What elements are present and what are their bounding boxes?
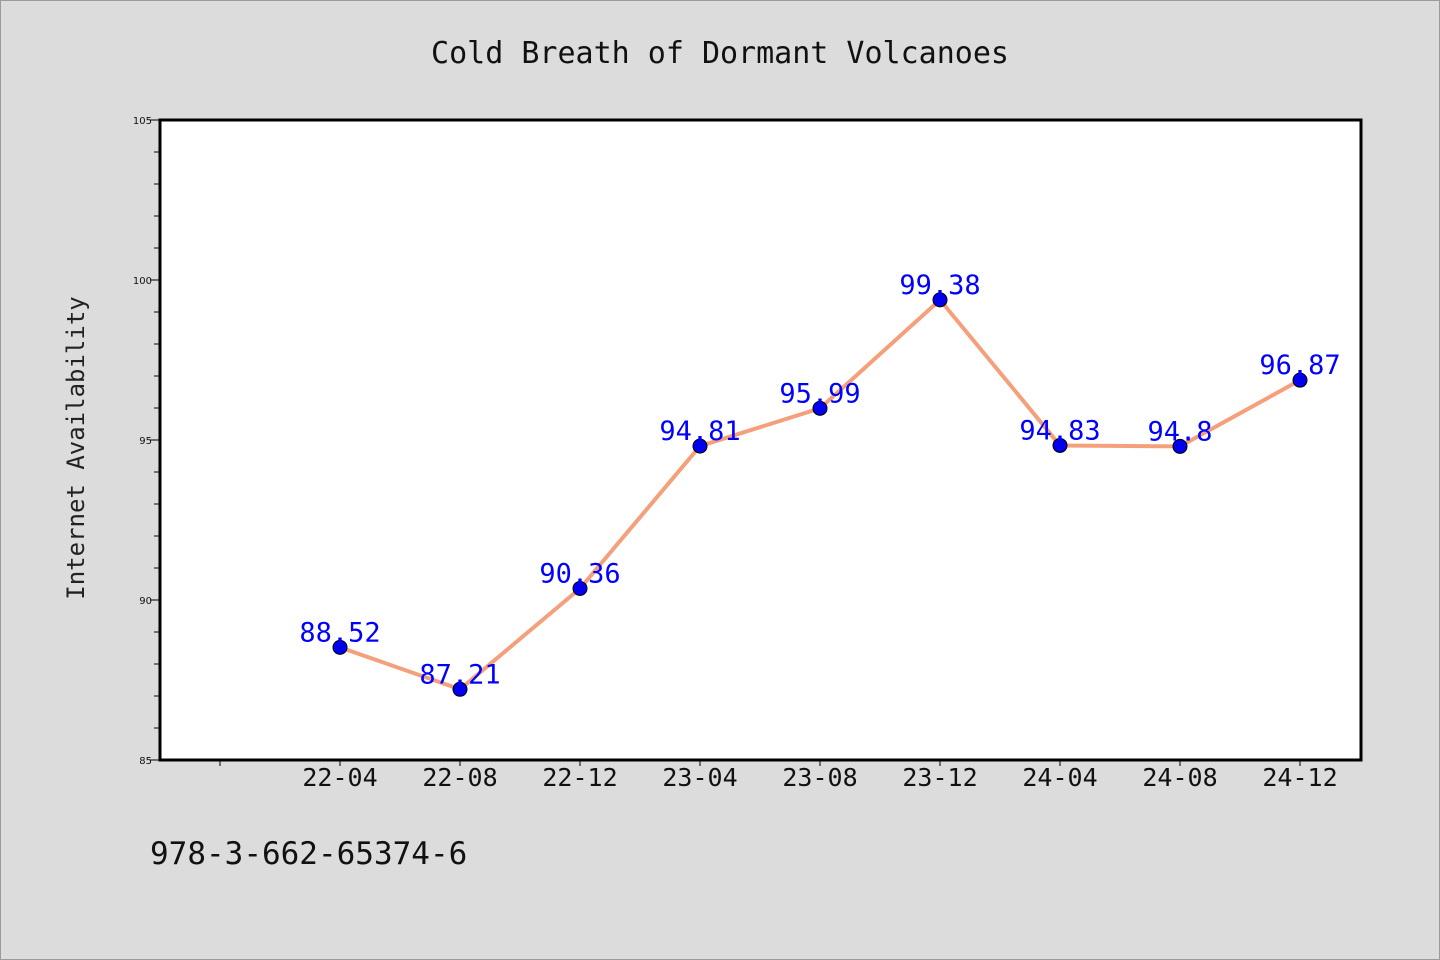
data-label-layer: 88.52 87.21 90.36 94.81 95.99 99.38 94.83 94.8 9… bbox=[299, 270, 1340, 690]
data-point bbox=[1292, 372, 1308, 388]
data-point bbox=[1052, 437, 1068, 453]
data-point bbox=[572, 580, 588, 596]
plot-border bbox=[158, 118, 1363, 762]
data-point bbox=[692, 438, 708, 454]
x-tick-label: 23-04 bbox=[662, 763, 737, 792]
data-point bbox=[932, 292, 948, 308]
data-label: 88.52 bbox=[299, 617, 380, 648]
y-axis-ticks: 85 90 95 100 105 bbox=[133, 116, 160, 767]
x-tick-label: 24-08 bbox=[1142, 763, 1217, 792]
data-label: 90.36 bbox=[539, 558, 620, 589]
data-label: 94.81 bbox=[659, 416, 740, 447]
y-tick-label: 105 bbox=[133, 116, 152, 127]
series-layer bbox=[332, 292, 1308, 697]
data-point bbox=[452, 681, 468, 697]
x-axis-ticks: 22-04 22-08 22-12 23-04 23-08 23-12 24-04 24-08… bbox=[219, 760, 1338, 792]
isbn-footer: 978-3-662-65374-6 bbox=[150, 836, 467, 872]
data-label: 96.87 bbox=[1259, 350, 1340, 381]
y-tick-label: 95 bbox=[139, 436, 152, 447]
data-label: 94.83 bbox=[1019, 415, 1100, 446]
x-tick-label: 22-04 bbox=[302, 763, 377, 792]
data-label: 87.21 bbox=[419, 659, 500, 690]
x-tick-label: 23-08 bbox=[782, 763, 857, 792]
chart-title: Cold Breath of Dormant Volcanoes bbox=[431, 36, 1009, 71]
data-point bbox=[332, 639, 348, 655]
data-point bbox=[812, 400, 828, 416]
x-tick-label: 23-12 bbox=[902, 763, 977, 792]
data-label: 94.8 bbox=[1147, 416, 1212, 447]
y-axis-label: Internet Availability bbox=[62, 296, 90, 599]
x-tick-label: 24-12 bbox=[1262, 763, 1337, 792]
x-tick-label: 22-08 bbox=[422, 763, 497, 792]
x-tick-label: 24-04 bbox=[1022, 763, 1097, 792]
y-tick-label: 85 bbox=[139, 756, 152, 767]
y-tick-label: 100 bbox=[133, 276, 152, 287]
y-tick-label: 90 bbox=[139, 596, 152, 607]
x-tick-label: 22-12 bbox=[542, 763, 617, 792]
data-label: 99.38 bbox=[899, 270, 980, 301]
data-label: 95.99 bbox=[779, 378, 860, 409]
data-point bbox=[1172, 438, 1188, 454]
